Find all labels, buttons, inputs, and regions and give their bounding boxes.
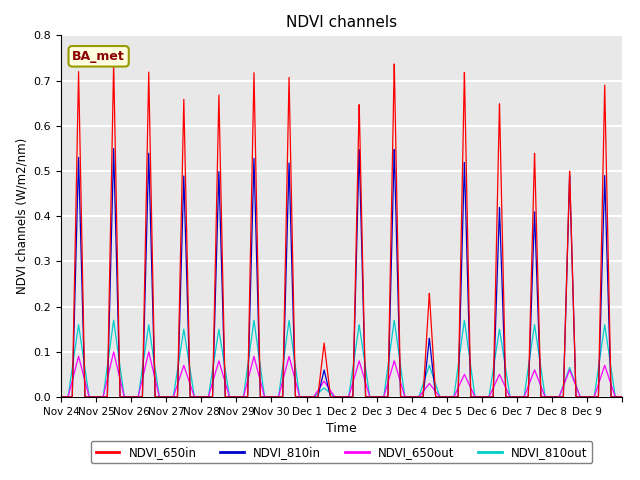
NDVI_810in xyxy=(414,394,422,400)
NDVI_650in xyxy=(110,60,118,66)
NDVI_810in xyxy=(618,394,626,400)
Text: BA_met: BA_met xyxy=(72,50,125,63)
NDVI_650in xyxy=(474,394,481,400)
NDVI_810out xyxy=(57,394,65,400)
NDVI_810in xyxy=(85,394,93,400)
Line: NDVI_810out: NDVI_810out xyxy=(61,320,622,397)
NDVI_650out xyxy=(57,394,65,400)
NDVI_810out xyxy=(503,375,511,381)
NDVI_810in xyxy=(503,394,511,400)
NDVI_810out xyxy=(110,317,118,323)
X-axis label: Time: Time xyxy=(326,422,357,435)
Line: NDVI_810in: NDVI_810in xyxy=(61,149,622,397)
NDVI_650out xyxy=(503,388,511,394)
NDVI_810out xyxy=(474,394,481,400)
NDVI_810out xyxy=(414,394,422,400)
NDVI_650out xyxy=(474,394,481,400)
NDVI_810out xyxy=(389,325,397,331)
Y-axis label: NDVI channels (W/m2/nm): NDVI channels (W/m2/nm) xyxy=(15,138,28,294)
NDVI_810out xyxy=(618,394,626,400)
Line: NDVI_650out: NDVI_650out xyxy=(61,352,622,397)
NDVI_650in xyxy=(389,117,397,122)
Legend: NDVI_650in, NDVI_810in, NDVI_650out, NDVI_810out: NDVI_650in, NDVI_810in, NDVI_650out, NDV… xyxy=(91,441,593,463)
Title: NDVI channels: NDVI channels xyxy=(286,15,397,30)
NDVI_650in xyxy=(618,394,626,400)
NDVI_650out xyxy=(110,349,118,355)
NDVI_650in xyxy=(85,394,93,400)
NDVI_650out xyxy=(618,394,626,400)
Line: NDVI_650in: NDVI_650in xyxy=(61,63,622,397)
NDVI_650out xyxy=(260,394,268,399)
NDVI_650out xyxy=(85,394,93,400)
NDVI_650in xyxy=(260,394,268,400)
NDVI_650in xyxy=(414,394,422,400)
NDVI_650in xyxy=(503,394,511,400)
NDVI_810in xyxy=(389,188,397,194)
NDVI_810in xyxy=(110,146,118,152)
NDVI_650in xyxy=(57,394,65,400)
NDVI_810out xyxy=(85,394,93,400)
NDVI_810in xyxy=(260,394,268,400)
NDVI_810in xyxy=(57,394,65,400)
NDVI_650out xyxy=(389,361,397,367)
NDVI_810out xyxy=(260,393,268,398)
NDVI_650out xyxy=(414,394,422,400)
NDVI_810in xyxy=(474,394,481,400)
